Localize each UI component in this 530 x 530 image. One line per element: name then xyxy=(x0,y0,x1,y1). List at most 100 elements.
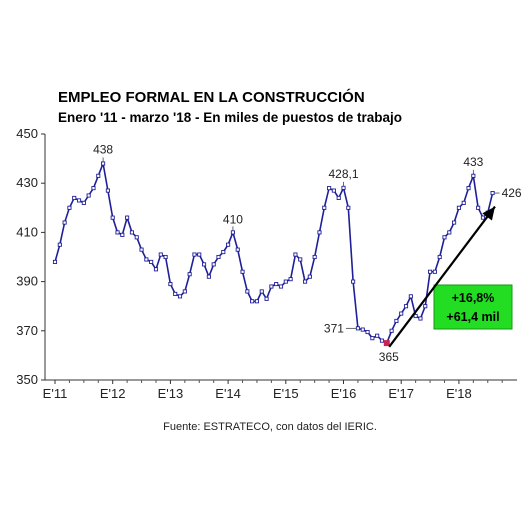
data-point xyxy=(81,200,86,205)
data-point xyxy=(317,230,322,235)
growth-callout-box xyxy=(433,284,513,330)
annotation-label: 428,1 xyxy=(328,167,358,181)
trend-arrow-head xyxy=(482,206,495,221)
data-point xyxy=(125,215,130,220)
data-point xyxy=(216,254,221,260)
data-point xyxy=(187,272,192,277)
data-point xyxy=(72,195,77,201)
x-tick-label: E'14 xyxy=(215,386,241,401)
data-point xyxy=(399,311,404,316)
annotation-label: 433 xyxy=(463,155,483,169)
data-point xyxy=(235,247,240,252)
data-point xyxy=(461,200,466,205)
y-tick-label: 370 xyxy=(16,323,38,338)
data-point xyxy=(298,257,303,262)
data-point xyxy=(139,247,144,252)
data-point xyxy=(408,294,413,299)
data-point xyxy=(322,205,327,210)
data-point xyxy=(134,235,139,240)
data-point xyxy=(283,279,288,284)
x-tick-label: E'16 xyxy=(331,386,357,401)
data-point xyxy=(423,304,428,309)
data-point xyxy=(389,328,394,333)
annotation-label: 365 xyxy=(379,350,399,364)
trend-arrow-line xyxy=(388,205,496,348)
x-tick-label: E'13 xyxy=(158,386,184,401)
data-point xyxy=(115,230,120,235)
data-point xyxy=(197,252,202,257)
data-point xyxy=(336,195,341,201)
data-point xyxy=(360,327,365,332)
data-point xyxy=(202,262,207,267)
data-point xyxy=(437,254,442,260)
x-tick-label: E'17 xyxy=(388,386,414,401)
data-point xyxy=(173,291,178,296)
data-point xyxy=(375,333,380,338)
data-point xyxy=(312,254,317,260)
data-point xyxy=(250,299,255,304)
data-point xyxy=(293,252,298,257)
data-point xyxy=(76,198,82,203)
data-point xyxy=(240,269,245,274)
data-point xyxy=(278,284,284,289)
data-point xyxy=(110,215,115,220)
data-point xyxy=(355,326,360,331)
data-point xyxy=(211,262,216,267)
data-point xyxy=(52,259,58,264)
data-point xyxy=(96,173,101,178)
data-point xyxy=(490,190,495,196)
growth-callout: +16,8% +61,4 mil xyxy=(388,205,513,348)
data-point xyxy=(91,186,96,191)
annotation-label: 438 xyxy=(93,143,113,157)
source-note: Fuente: ESTRATECO, con datos del IERIC. xyxy=(163,421,377,433)
data-point xyxy=(413,313,418,319)
data-point xyxy=(365,329,370,335)
annotation-label: 410 xyxy=(223,212,243,226)
data-point xyxy=(447,230,452,235)
data-point xyxy=(346,205,351,210)
data-point xyxy=(327,186,332,191)
data-point xyxy=(192,252,197,257)
data-point xyxy=(101,161,106,166)
data-point xyxy=(86,193,91,198)
y-tick-label: 350 xyxy=(16,372,38,387)
minimum-point-marker xyxy=(383,340,390,347)
x-tick-label: E'12 xyxy=(100,386,126,401)
data-point xyxy=(230,230,235,235)
x-tick-label: E'15 xyxy=(273,386,299,401)
data-point xyxy=(144,257,149,262)
data-point xyxy=(379,338,385,343)
chart-subtitle: Enero '11 - marzo '18 - En miles de pues… xyxy=(58,110,402,125)
data-point xyxy=(149,259,154,264)
data-point xyxy=(120,232,125,237)
series-layer xyxy=(52,160,495,347)
data-point xyxy=(341,185,346,190)
data-point xyxy=(206,274,211,279)
data-point xyxy=(163,254,168,260)
data-point xyxy=(129,230,134,235)
data-point xyxy=(288,277,293,282)
data-point xyxy=(370,336,375,341)
data-point xyxy=(259,289,264,294)
y-tick-label: 410 xyxy=(16,224,38,239)
data-point xyxy=(307,274,312,279)
data-point xyxy=(476,205,481,210)
data-point xyxy=(269,284,274,289)
data-point xyxy=(182,289,187,294)
data-point xyxy=(452,220,457,225)
y-tick-label: 450 xyxy=(16,126,38,141)
data-point xyxy=(274,282,279,287)
data-point xyxy=(177,294,183,299)
y-axis-ticks: 350 370 390 410 430 450 xyxy=(16,126,45,387)
x-axis-ticks: E'11 E'12 E'13 E'14 E'15 E'16 E'17 E'18 xyxy=(43,380,503,401)
growth-percent-label: +16,8% xyxy=(452,291,495,305)
annotation-label: 371 xyxy=(324,321,344,335)
data-point xyxy=(471,173,476,178)
data-point xyxy=(480,215,486,220)
data-point xyxy=(428,269,433,274)
data-point xyxy=(245,289,250,294)
data-point xyxy=(254,299,260,304)
data-point xyxy=(105,188,110,193)
x-tick-label: E'11 xyxy=(43,386,68,401)
data-point xyxy=(264,296,269,301)
